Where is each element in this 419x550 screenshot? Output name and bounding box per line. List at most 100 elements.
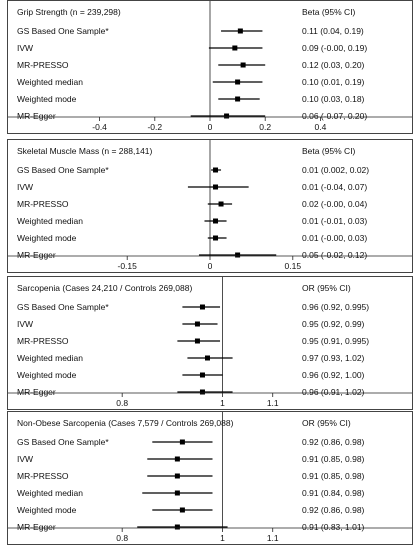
point-estimate: [235, 252, 241, 258]
estimate-text: 0.01 (-0.01, 0.03): [302, 216, 367, 226]
x-tick-label: 1.1: [267, 533, 279, 543]
row-label: IVW: [17, 319, 33, 329]
estimate-text: 0.01 (0.002, 0.02): [302, 165, 369, 175]
estimate-text: 0.96 (0.92, 0.995): [302, 302, 369, 312]
point-estimate: [224, 113, 230, 119]
estimate-header: Beta (95% CI): [302, 146, 356, 156]
x-tick-label: 1: [220, 533, 225, 543]
estimate-text: 0.09 (-0.00, 0.19): [302, 43, 367, 53]
point-estimate: [235, 96, 241, 102]
estimate-text: 0.91 (0.85, 0.98): [302, 454, 365, 464]
estimate-text: 0.12 (0.03, 0.20): [302, 60, 365, 70]
panel-title: Skeletal Muscle Mass (n = 288,141): [17, 146, 153, 156]
x-tick-label: 1.1: [267, 398, 279, 408]
row-label: Weighted mode: [17, 233, 77, 243]
estimate-text: 0.95 (0.91, 0.995): [302, 336, 369, 346]
row-label: Weighted mode: [17, 94, 77, 104]
point-estimate: [213, 184, 219, 190]
row-label: GS Based One Sample*: [17, 437, 109, 447]
row-label: Weighted mode: [17, 505, 77, 515]
estimate-text: 0.91 (0.84, 0.98): [302, 488, 365, 498]
point-estimate: [174, 456, 180, 462]
point-estimate: [199, 372, 205, 378]
forest-panel-4: Non-Obese Sarcopenia (Cases 7,579 / Cont…: [7, 411, 413, 545]
forest-panel-1: Grip Strength (n = 239,298) Beta (95% CI)…: [7, 0, 413, 134]
point-estimate: [232, 45, 238, 51]
point-estimate: [235, 79, 241, 85]
row-label: MR-PRESSO: [17, 471, 69, 481]
estimate-header: OR (95% CI): [302, 418, 351, 428]
x-tick-label: 0.15: [285, 261, 302, 271]
x-tick-label: -0.2: [147, 122, 162, 132]
row-label: Weighted median: [17, 353, 83, 363]
row-label: MR-PRESSO: [17, 60, 69, 70]
forest-panel-svg: Skeletal Muscle Mass (n = 288,141) Beta (…: [8, 140, 412, 271]
point-estimate: [179, 507, 185, 513]
row-label: MR-Egger: [17, 522, 56, 532]
row-label: MR-Egger: [17, 387, 56, 397]
estimate-header: Beta (95% CI): [302, 7, 356, 17]
estimate-text: 0.02 (-0.00, 0.04): [302, 199, 367, 209]
x-tick-label: 0.8: [116, 533, 128, 543]
row-label: Weighted median: [17, 77, 83, 87]
forest-panel-svg: Sarcopenia (Cases 24,210 / Controls 269,…: [8, 277, 412, 408]
estimate-header: OR (95% CI): [302, 283, 351, 293]
x-tick-label: 0: [208, 122, 213, 132]
forest-panel-svg: Grip Strength (n = 239,298) Beta (95% CI)…: [8, 1, 412, 132]
point-estimate: [237, 28, 243, 34]
point-estimate: [194, 338, 200, 344]
estimate-text: 0.05 (-0.02, 0.12): [302, 250, 367, 260]
point-estimate: [218, 201, 224, 207]
estimate-text: 0.96 (0.91, 1.02): [302, 387, 365, 397]
estimate-text: 0.92 (0.86, 0.98): [302, 505, 365, 515]
row-label: MR-PRESSO: [17, 336, 69, 346]
row-label: GS Based One Sample*: [17, 26, 109, 36]
estimate-text: 0.01 (-0.04, 0.07): [302, 182, 367, 192]
forest-panel-svg: Non-Obese Sarcopenia (Cases 7,579 / Cont…: [8, 412, 412, 543]
point-estimate: [199, 389, 205, 395]
x-tick-label: -0.4: [92, 122, 107, 132]
point-estimate: [213, 167, 219, 173]
panel-title: Sarcopenia (Cases 24,210 / Controls 269,…: [17, 283, 192, 293]
x-tick-label: 0: [208, 261, 213, 271]
x-tick-label: 1: [220, 398, 225, 408]
point-estimate: [179, 439, 185, 445]
row-label: GS Based One Sample*: [17, 165, 109, 175]
estimate-text: 0.01 (-0.00, 0.03): [302, 233, 367, 243]
point-estimate: [199, 304, 205, 310]
row-label: IVW: [17, 454, 33, 464]
point-estimate: [194, 321, 200, 327]
point-estimate: [213, 235, 219, 241]
estimate-text: 0.91 (0.83, 1.01): [302, 522, 365, 532]
row-label: Weighted median: [17, 488, 83, 498]
row-label: Weighted median: [17, 216, 83, 226]
x-tick-label: -0.15: [118, 261, 138, 271]
estimate-text: 0.10 (0.03, 0.18): [302, 94, 365, 104]
x-tick-label: 0.2: [259, 122, 271, 132]
row-label: GS Based One Sample*: [17, 302, 109, 312]
estimate-text: 0.10 (0.01, 0.19): [302, 77, 365, 87]
estimate-text: 0.95 (0.92, 0.99): [302, 319, 365, 329]
estimate-text: 0.97 (0.93, 1.02): [302, 353, 365, 363]
point-estimate: [204, 355, 210, 361]
estimate-text: 0.11 (0.04, 0.19): [302, 26, 364, 36]
row-label: Weighted mode: [17, 370, 77, 380]
row-label: MR-Egger: [17, 111, 56, 121]
x-tick-label: 0.4: [314, 122, 326, 132]
panel-title: Grip Strength (n = 239,298): [17, 7, 121, 17]
row-label: MR-PRESSO: [17, 199, 69, 209]
point-estimate: [213, 218, 219, 224]
row-label: MR-Egger: [17, 250, 56, 260]
x-tick-label: 0.8: [116, 398, 128, 408]
forest-panel-3: Sarcopenia (Cases 24,210 / Controls 269,…: [7, 276, 413, 410]
estimate-text: 0.06 (-0.07, 0.20): [302, 111, 367, 121]
estimate-text: 0.91 (0.85, 0.98): [302, 471, 365, 481]
row-label: IVW: [17, 43, 33, 53]
row-label: IVW: [17, 182, 33, 192]
point-estimate: [174, 473, 180, 479]
estimate-text: 0.96 (0.92, 1.00): [302, 370, 365, 380]
panel-title: Non-Obese Sarcopenia (Cases 7,579 / Cont…: [17, 418, 234, 428]
forest-panel-2: Skeletal Muscle Mass (n = 288,141) Beta (…: [7, 139, 413, 273]
point-estimate: [174, 524, 180, 530]
